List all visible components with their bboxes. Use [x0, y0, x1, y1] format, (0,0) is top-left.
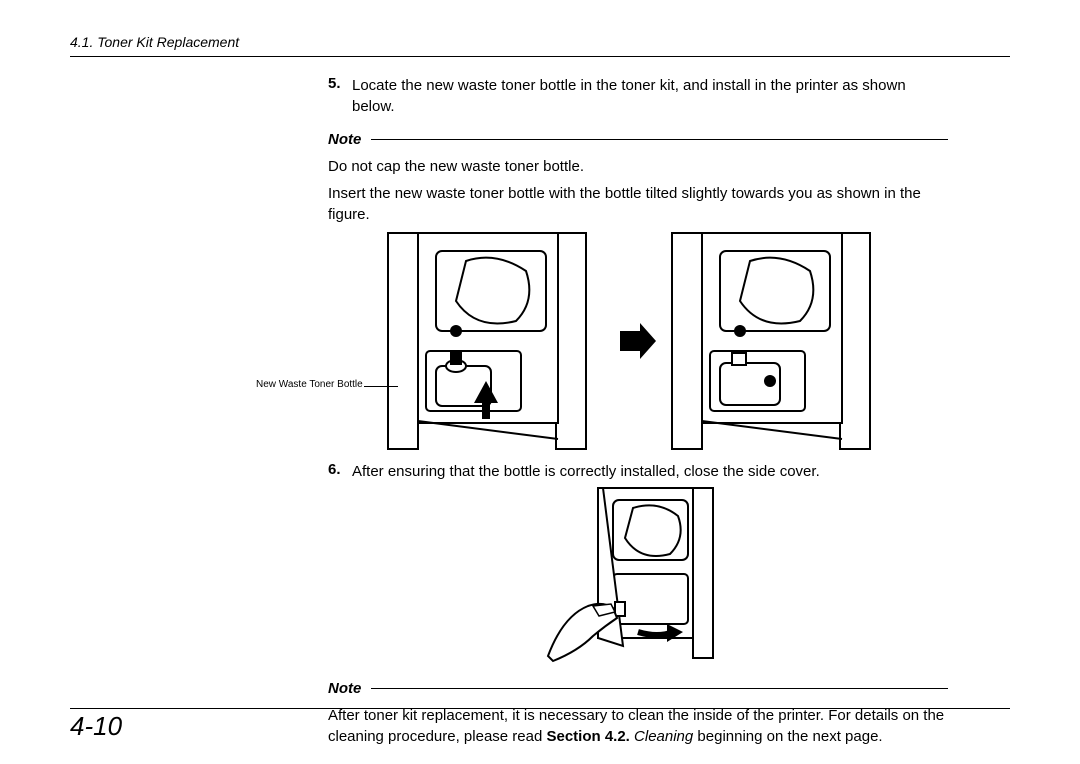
note-1-rule: [371, 139, 948, 140]
page: 4.1. Toner Kit Replacement 5. Locate the…: [0, 0, 1080, 764]
footer: 4-10: [70, 708, 1010, 742]
printer-open-illustration-1: [386, 231, 606, 451]
figure-1-callout-line: [364, 386, 398, 387]
printer-close-illustration: [543, 486, 733, 666]
note-1-heading: Note: [328, 131, 948, 148]
note-1-body-1: Do not cap the new waste toner bottle.: [328, 156, 948, 177]
note-2-rule: [371, 688, 948, 689]
arrow-right-icon: [618, 321, 658, 361]
printer-open-illustration-2: [670, 231, 890, 451]
step-6-number: 6.: [328, 461, 352, 478]
step-6-text: After ensuring that the bottle is correc…: [352, 461, 820, 482]
figure-row-2: [328, 486, 948, 666]
content-block: 5. Locate the new waste toner bottle in …: [328, 75, 948, 747]
note-1-body: Do not cap the new waste toner bottle. I…: [328, 156, 948, 225]
step-5: 5. Locate the new waste toner bottle in …: [328, 75, 948, 117]
figure-row-1: New Waste Toner Bottle: [328, 231, 948, 451]
figure-1-callout: New Waste Toner Bottle: [256, 379, 363, 390]
note-1-label: Note: [328, 131, 371, 148]
note-2-label: Note: [328, 680, 371, 697]
step-5-number: 5.: [328, 75, 352, 92]
step-5-text: Locate the new waste toner bottle in the…: [352, 75, 948, 117]
page-number: 4-10: [70, 711, 1010, 742]
note-2-heading: Note: [328, 680, 948, 697]
figure-1-wrap: New Waste Toner Bottle: [386, 231, 606, 451]
note-1-body-2: Insert the new waste toner bottle with t…: [328, 183, 948, 225]
step-6: 6. After ensuring that the bottle is cor…: [328, 461, 948, 482]
running-header: 4.1. Toner Kit Replacement: [70, 34, 1010, 50]
header-rule: [70, 56, 1010, 57]
footer-rule: [70, 708, 1010, 709]
